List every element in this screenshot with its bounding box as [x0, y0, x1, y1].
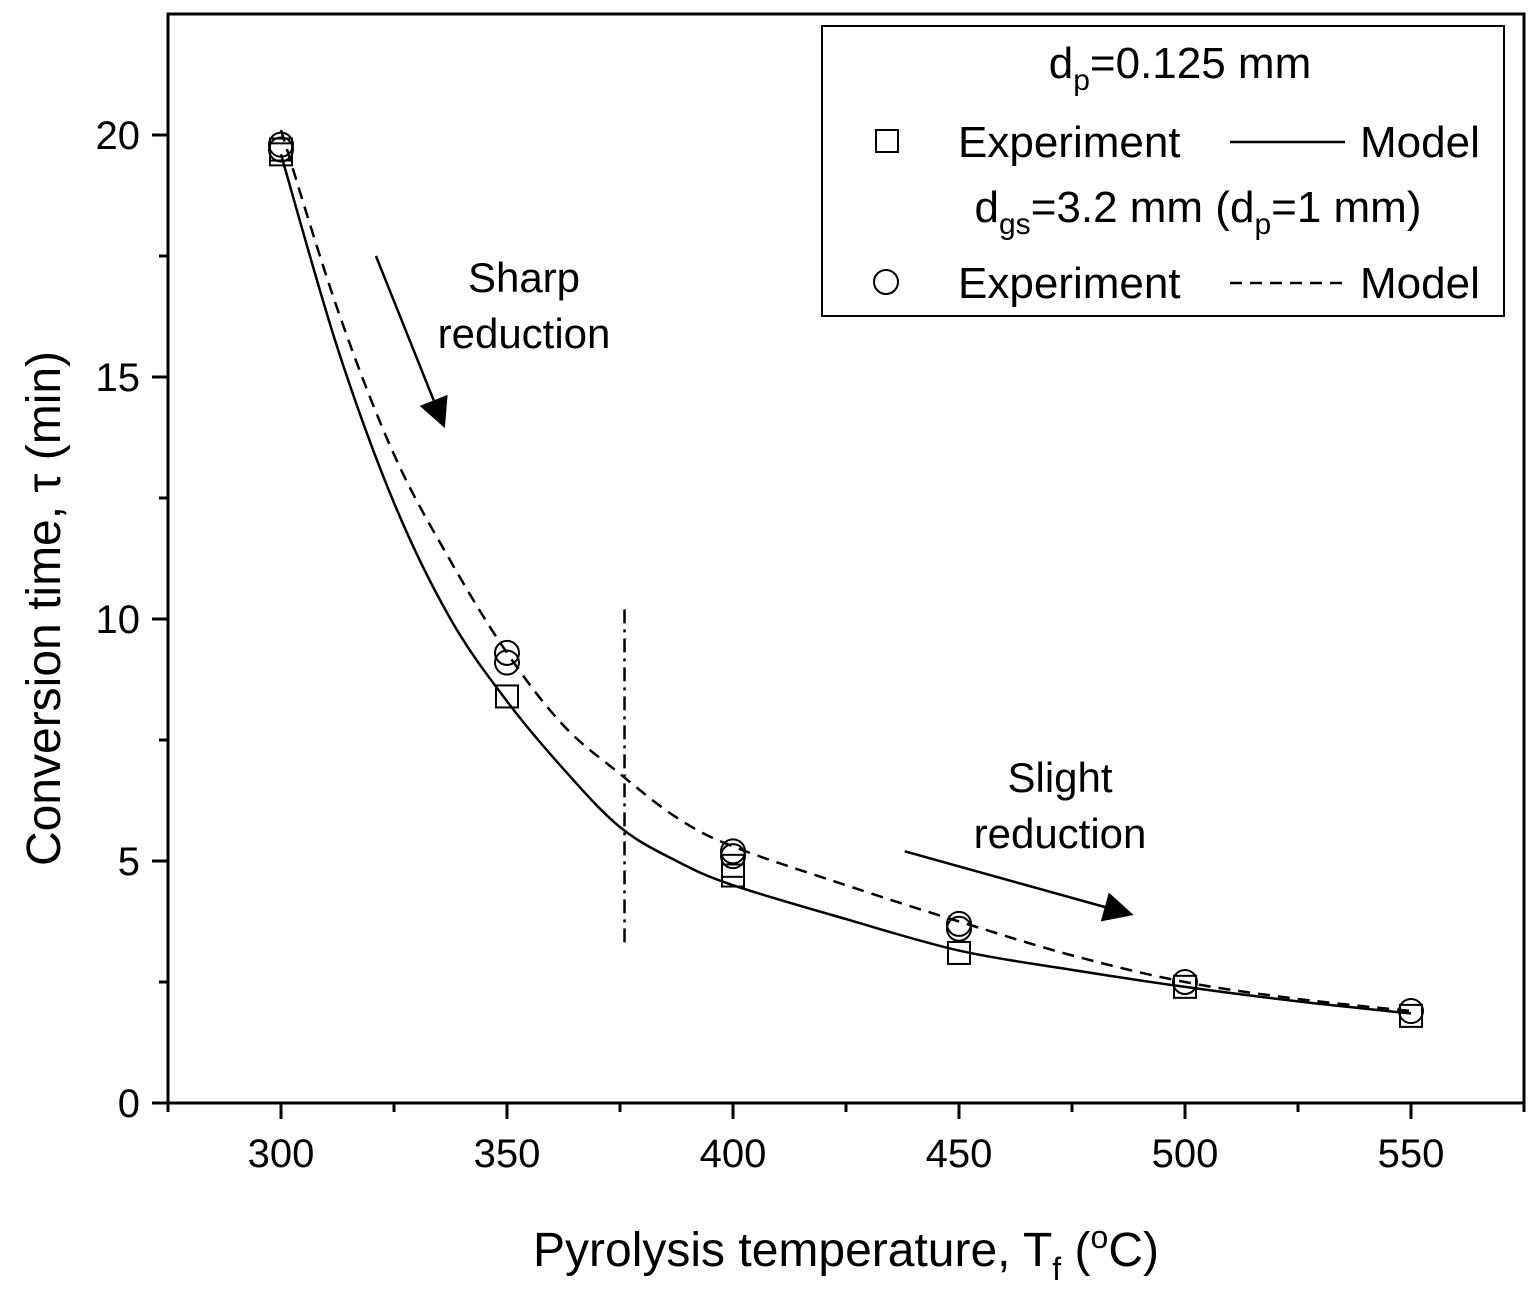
legend-h1-sub: p	[1073, 64, 1090, 97]
x-tick-label: 400	[700, 1132, 767, 1176]
experiment-circle-point	[946, 910, 972, 937]
x-axis-ticks: 300 350 400 450 500 550	[166, 1103, 1526, 1176]
x-axis-title-unit-close: C)	[1108, 1224, 1159, 1277]
x-tick-label: 350	[474, 1132, 541, 1176]
x-axis-title-main: Pyrolysis temperature, T	[533, 1224, 1052, 1277]
legend-h2-sub1: gs	[999, 208, 1031, 241]
annotation-text-line: reduction	[438, 310, 611, 357]
annotation-text-line: reduction	[974, 810, 1147, 857]
annotation-0: Sharp reduction	[374, 254, 611, 429]
model-curves	[279, 129, 1412, 1015]
legend-header-2: dgs=3.2 mm (dp=1 mm)	[975, 183, 1422, 241]
x-tick-label: 300	[248, 1132, 315, 1176]
y-axis-ticks: 0 5 10 15 20	[96, 114, 168, 1126]
experiment-circle-point	[1398, 998, 1424, 1025]
legend-h2-p1: d	[975, 183, 999, 232]
experiment-circle-point	[494, 649, 520, 676]
annotations: Sharp reduction Slight reduction	[374, 254, 1147, 922]
legend-circle-marker	[873, 269, 899, 295]
x-axis-title: Pyrolysis temperature, Tf (oC)	[533, 1219, 1159, 1287]
y-tick-label: 10	[96, 598, 141, 642]
legend-model-1: Model	[1360, 118, 1480, 167]
annotation-1: Slight reduction	[904, 754, 1147, 922]
x-tick-label: 450	[926, 1132, 993, 1176]
legend-experiment-1: Experiment	[958, 118, 1181, 167]
annotation-arrow	[374, 255, 448, 429]
legend-h1-rest: =0.125 mm	[1090, 39, 1311, 88]
annotation-text-line: Sharp	[468, 254, 580, 301]
y-tick-label: 15	[96, 356, 141, 400]
legend: dp=0.125 mm Experiment Model dgs=3.2 mm …	[821, 25, 1505, 317]
legend-h2-p3: =1 mm)	[1271, 183, 1421, 232]
legend-header-1: dp=0.125 mm	[1049, 39, 1312, 97]
y-tick-label: 0	[118, 1082, 140, 1126]
x-axis-title-sub: f	[1052, 1251, 1061, 1287]
experiment-circle-point	[720, 838, 746, 865]
experiment-circle-point	[1172, 969, 1198, 995]
legend-h2-p2: =3.2 mm (d	[1031, 183, 1255, 232]
experiment-circle-point	[720, 843, 746, 870]
legend-experiment-2: Experiment	[958, 259, 1181, 308]
experiment-square-point	[947, 940, 971, 965]
y-tick-label: 20	[96, 114, 141, 158]
y-tick-label: 5	[118, 840, 140, 884]
legend-h2-sub2: p	[1254, 208, 1271, 241]
x-tick-label: 500	[1152, 1132, 1219, 1176]
experiment-circle-point	[494, 639, 520, 666]
model-curve-solid	[279, 154, 1412, 1015]
experiment-circle-point	[268, 131, 294, 158]
legend-h1-main: d	[1049, 39, 1073, 88]
legend-box	[821, 25, 1505, 317]
x-tick-label: 550	[1378, 1132, 1445, 1176]
experiment-square-point	[495, 684, 519, 709]
x-axis-title-sup: o	[1091, 1219, 1109, 1255]
model-curve-dashed	[279, 129, 1412, 1013]
experiment-circle-point	[268, 136, 294, 163]
legend-square-marker	[875, 129, 899, 153]
y-axis-title: Conversion time, τ (min)	[18, 351, 71, 866]
annotation-arrow	[904, 850, 1134, 922]
annotation-text-line: Slight	[1007, 754, 1112, 801]
x-axis-title-unit-open: (	[1061, 1224, 1090, 1277]
legend-model-2: Model	[1360, 259, 1480, 308]
experiment-markers	[268, 131, 1424, 1028]
experiment-square-point	[721, 853, 745, 878]
